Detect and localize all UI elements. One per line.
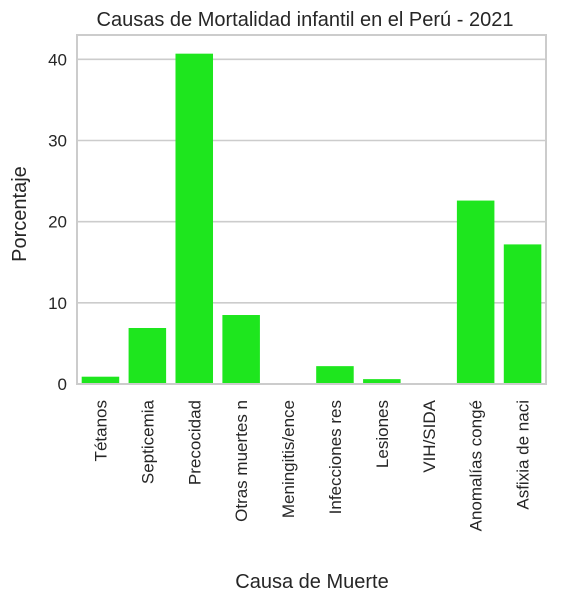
x-tick-label: Anomalías congé	[467, 400, 486, 531]
x-tick-label: Tétanos	[91, 400, 110, 461]
y-tick-label: 30	[48, 132, 67, 151]
x-tick-label: Asfixia de naci	[514, 400, 533, 510]
x-tick-label: Infecciones res	[326, 400, 345, 514]
chart-title: Causas de Mortalidad infantil en el Perú…	[97, 9, 514, 31]
bar	[128, 327, 167, 384]
y-tick-labels: 0 10 20 30 40	[48, 50, 67, 394]
bar	[81, 376, 120, 384]
bar	[316, 366, 354, 384]
bar	[456, 200, 495, 384]
x-tick-label: Precocidad	[185, 400, 204, 485]
bar	[175, 53, 214, 384]
bars	[81, 53, 542, 384]
x-axis-label: Causa de Muerte	[235, 571, 388, 593]
x-tick-label: Otras muertes n	[232, 400, 251, 522]
x-tick-label: Septicemia	[138, 399, 157, 484]
y-axis-label: Porcentaje	[9, 166, 31, 262]
x-tick-label: VIH/SIDA	[420, 399, 439, 472]
x-tick-label: Meningitis/ence	[279, 400, 298, 518]
y-tick-label: 10	[48, 294, 67, 313]
bar	[503, 244, 542, 384]
y-tick-label: 0	[58, 375, 67, 394]
bar	[222, 315, 260, 384]
x-tick-labels: Tétanos Septicemia Precocidad Otras muertes…	[91, 399, 532, 531]
y-tick-label: 40	[48, 50, 67, 69]
bar	[363, 379, 401, 384]
x-tick-label: Lesiones	[373, 400, 392, 468]
plot-frame	[76, 34, 547, 385]
y-tick-label: 20	[48, 213, 67, 232]
